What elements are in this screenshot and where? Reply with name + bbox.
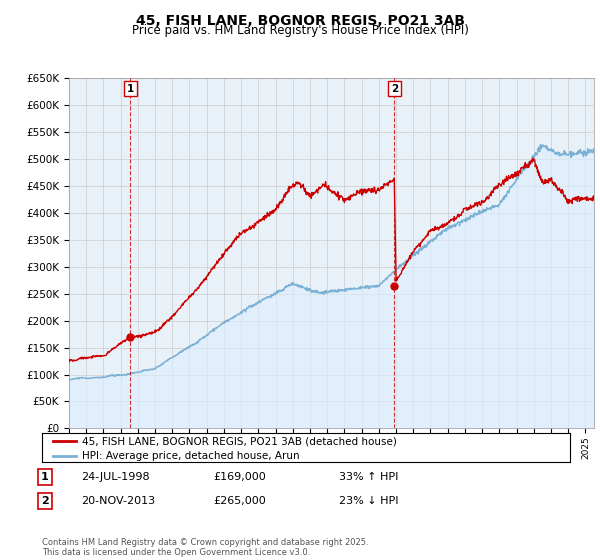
Text: 2: 2 bbox=[41, 496, 49, 506]
Text: 33% ↑ HPI: 33% ↑ HPI bbox=[339, 472, 398, 482]
Text: 1: 1 bbox=[127, 83, 134, 94]
Text: £169,000: £169,000 bbox=[213, 472, 266, 482]
Text: 2: 2 bbox=[391, 83, 398, 94]
Text: Price paid vs. HM Land Registry's House Price Index (HPI): Price paid vs. HM Land Registry's House … bbox=[131, 24, 469, 37]
Text: 45, FISH LANE, BOGNOR REGIS, PO21 3AB: 45, FISH LANE, BOGNOR REGIS, PO21 3AB bbox=[136, 14, 464, 28]
Text: 45, FISH LANE, BOGNOR REGIS, PO21 3AB (detached house): 45, FISH LANE, BOGNOR REGIS, PO21 3AB (d… bbox=[82, 436, 397, 446]
Text: Contains HM Land Registry data © Crown copyright and database right 2025.
This d: Contains HM Land Registry data © Crown c… bbox=[42, 538, 368, 557]
Text: 23% ↓ HPI: 23% ↓ HPI bbox=[339, 496, 398, 506]
Text: 1: 1 bbox=[41, 472, 49, 482]
Text: 20-NOV-2013: 20-NOV-2013 bbox=[81, 496, 155, 506]
Text: 24-JUL-1998: 24-JUL-1998 bbox=[81, 472, 149, 482]
Text: £265,000: £265,000 bbox=[213, 496, 266, 506]
Text: HPI: Average price, detached house, Arun: HPI: Average price, detached house, Arun bbox=[82, 451, 299, 460]
